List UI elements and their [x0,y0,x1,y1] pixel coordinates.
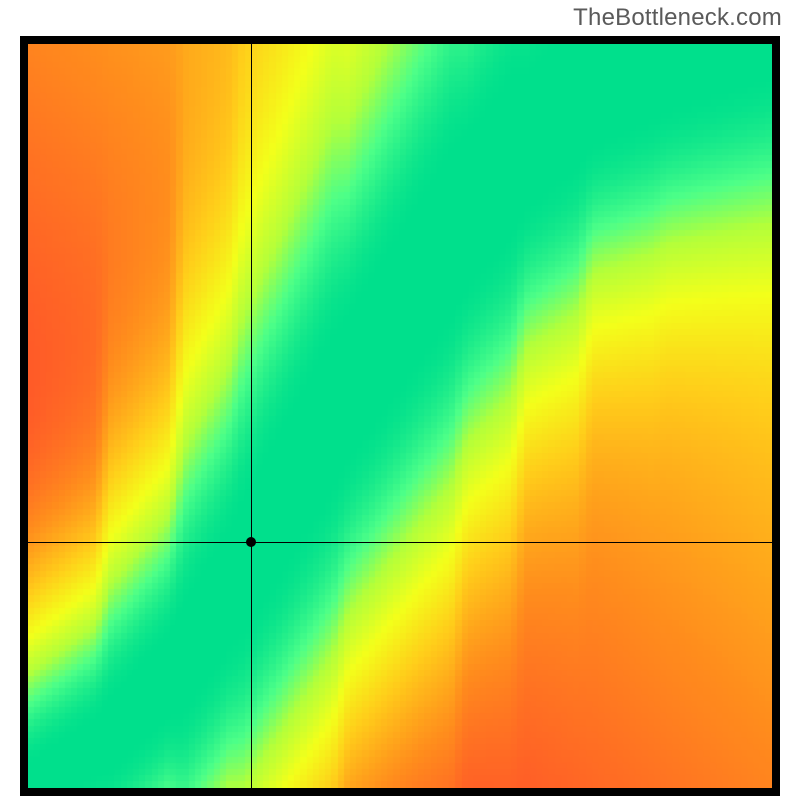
crosshair-marker [246,537,256,547]
plot-area [28,44,772,788]
chart-container: TheBottleneck.com [0,0,800,800]
crosshair-vertical [251,44,252,788]
watermark-text: TheBottleneck.com [573,4,782,32]
plot-frame [20,36,780,796]
crosshair-horizontal [28,542,772,543]
heatmap-canvas [28,44,772,788]
